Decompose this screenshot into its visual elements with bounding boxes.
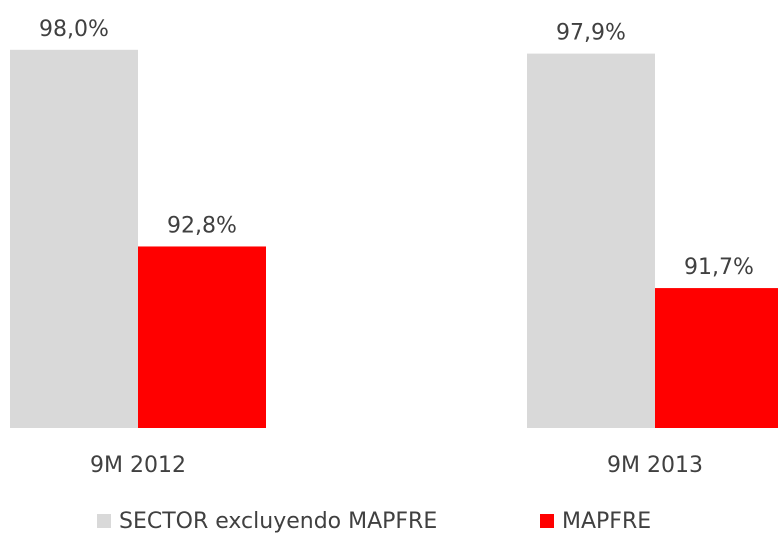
data-label: 97,9% (556, 21, 626, 46)
x-tick-label: 9M 2013 (607, 453, 703, 478)
bar (655, 288, 778, 428)
data-label: 91,7% (684, 255, 754, 280)
data-label: 92,8% (167, 213, 237, 238)
bar (138, 246, 266, 428)
bar (10, 49, 138, 429)
legend-label: SECTOR excluyendo MAPFRE (119, 509, 437, 534)
bar (527, 53, 655, 428)
legend-label: MAPFRE (562, 509, 651, 534)
legend-swatch (540, 514, 554, 528)
legend-swatch (97, 514, 111, 528)
x-tick-label: 9M 2012 (90, 453, 186, 478)
data-label: 98,0% (39, 17, 109, 42)
